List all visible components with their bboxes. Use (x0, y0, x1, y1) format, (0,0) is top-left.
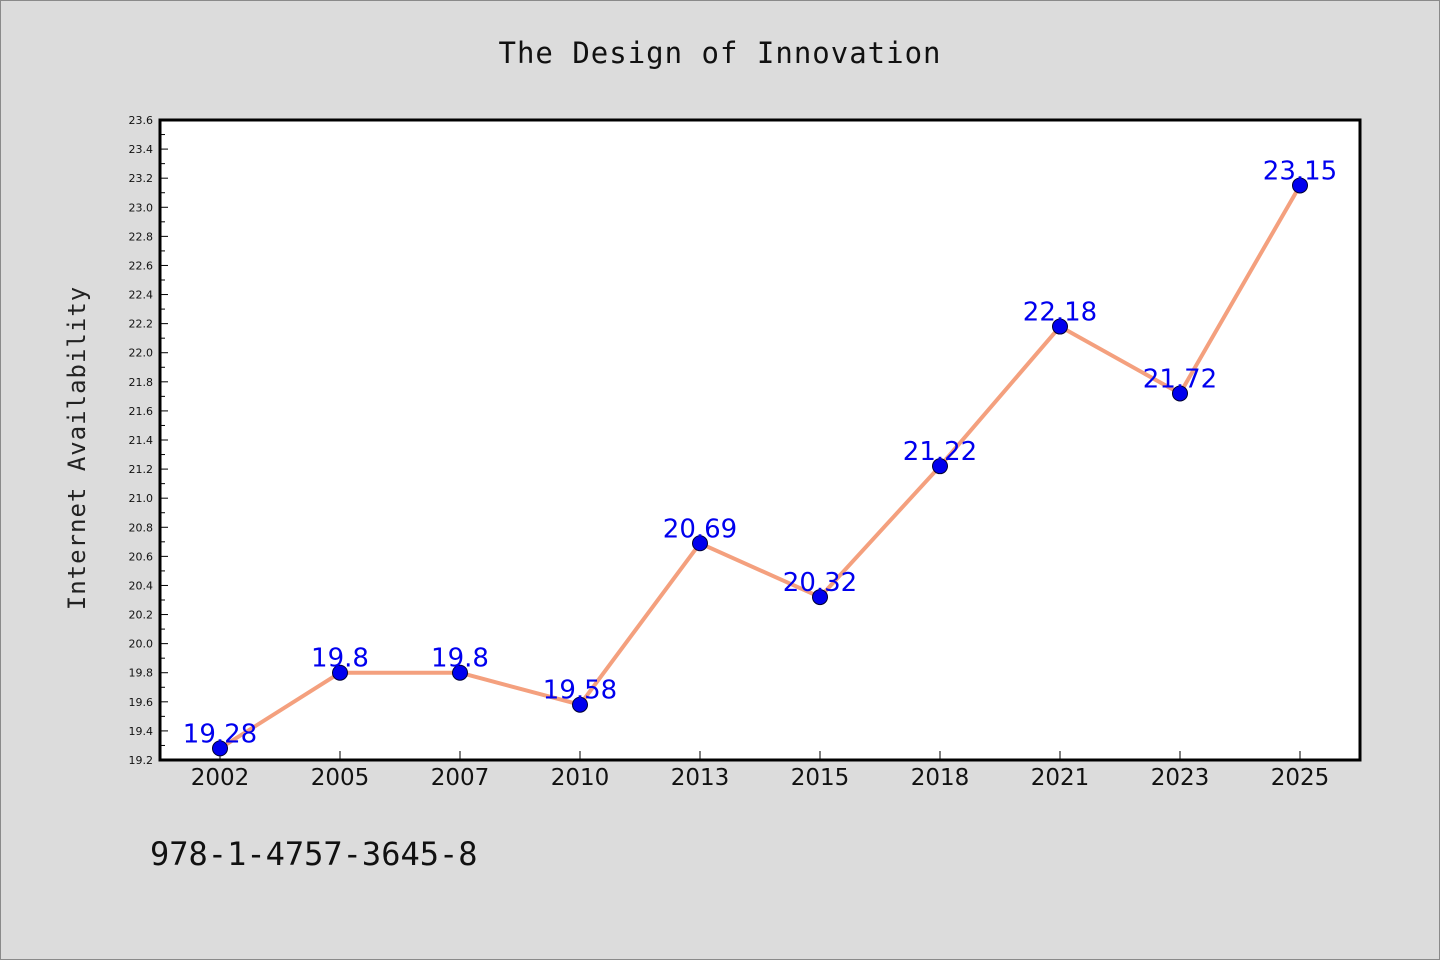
data-point-marker (1172, 385, 1188, 402)
x-axis-ticks: 2002 2005 2007 2010 2013 2015 2018 2021 2023 2025 (191, 751, 1330, 791)
plot-area (160, 120, 1360, 760)
data-label: 22.18 (1023, 298, 1097, 328)
data-label: 21.72 (1143, 364, 1217, 394)
y-tick-label: 22.8 (129, 230, 154, 243)
data-label: 19.8 (431, 644, 489, 674)
y-axis-label: Internet Availability (63, 286, 91, 610)
y-axis-ticks: 19.2 19.4 19.6 19.8 20.0 20.2 20.4 20.6 20.8 21.0… (129, 114, 168, 767)
data-point-marker (332, 664, 348, 681)
data-label: 19.58 (543, 676, 617, 706)
y-tick-label: 19.6 (129, 696, 154, 709)
y-tick-label: 23.4 (129, 143, 154, 156)
series-line (218, 183, 1302, 751)
data-point-marker (572, 696, 588, 713)
x-tick-label: 2013 (671, 765, 730, 791)
y-tick-label: 20.2 (129, 609, 154, 622)
data-point-marker (932, 458, 948, 475)
x-tick-label: 2007 (431, 765, 490, 791)
plot-border (158, 118, 1362, 762)
y-tick-label: 20.8 (129, 521, 154, 534)
x-tick-label: 2025 (1271, 765, 1330, 791)
chart-title: The Design of Innovation (498, 36, 941, 70)
y-tick-label: 19.2 (129, 754, 154, 767)
footer-isbn: 978-1-4757-3645-8 (150, 835, 478, 873)
data-point-marker (452, 664, 468, 681)
data-point-marker (692, 535, 708, 552)
y-tick-label: 21.8 (129, 376, 154, 389)
data-label: 21.22 (903, 437, 977, 467)
y-tick-label: 23.0 (129, 201, 154, 214)
y-tick-label: 22.0 (129, 347, 154, 360)
y-tick-label: 21.2 (129, 463, 154, 476)
y-tick-label: 23.6 (129, 114, 154, 127)
x-tick-label: 2015 (791, 765, 850, 791)
data-label: 19.28 (183, 719, 257, 749)
y-tick-label: 20.4 (129, 579, 154, 592)
y-tick-label: 20.0 (129, 638, 154, 651)
series-group: 19.28 19.8 19.8 19.58 20.69 20.32 21.22 22.18 21… (183, 156, 1337, 757)
x-tick-label: 2005 (311, 765, 370, 791)
data-point-marker (1292, 177, 1308, 194)
y-tick-label: 22.6 (129, 259, 154, 272)
x-tick-label: 2002 (191, 765, 250, 791)
y-tick-label: 22.4 (129, 289, 154, 302)
data-label: 20.32 (783, 568, 857, 598)
y-tick-label: 21.6 (129, 405, 154, 418)
y-tick-label: 19.4 (129, 725, 154, 738)
x-tick-label: 2021 (1031, 765, 1090, 791)
data-point-marker (212, 740, 228, 757)
x-tick-label: 2018 (911, 765, 970, 791)
y-tick-label: 21.0 (129, 492, 154, 505)
data-point-marker (812, 589, 828, 606)
y-tick-label: 19.8 (129, 667, 154, 680)
data-label: 19.8 (311, 644, 369, 674)
y-tick-label: 21.4 (129, 434, 154, 447)
x-tick-label: 2010 (551, 765, 610, 791)
data-label: 23.15 (1263, 156, 1337, 186)
y-tick-label: 23.2 (129, 172, 154, 185)
data-point-marker (1052, 318, 1068, 335)
y-tick-label: 22.2 (129, 318, 154, 331)
y-tick-label: 20.6 (129, 550, 154, 563)
data-label: 20.69 (663, 514, 737, 544)
x-tick-label: 2023 (1151, 765, 1210, 791)
